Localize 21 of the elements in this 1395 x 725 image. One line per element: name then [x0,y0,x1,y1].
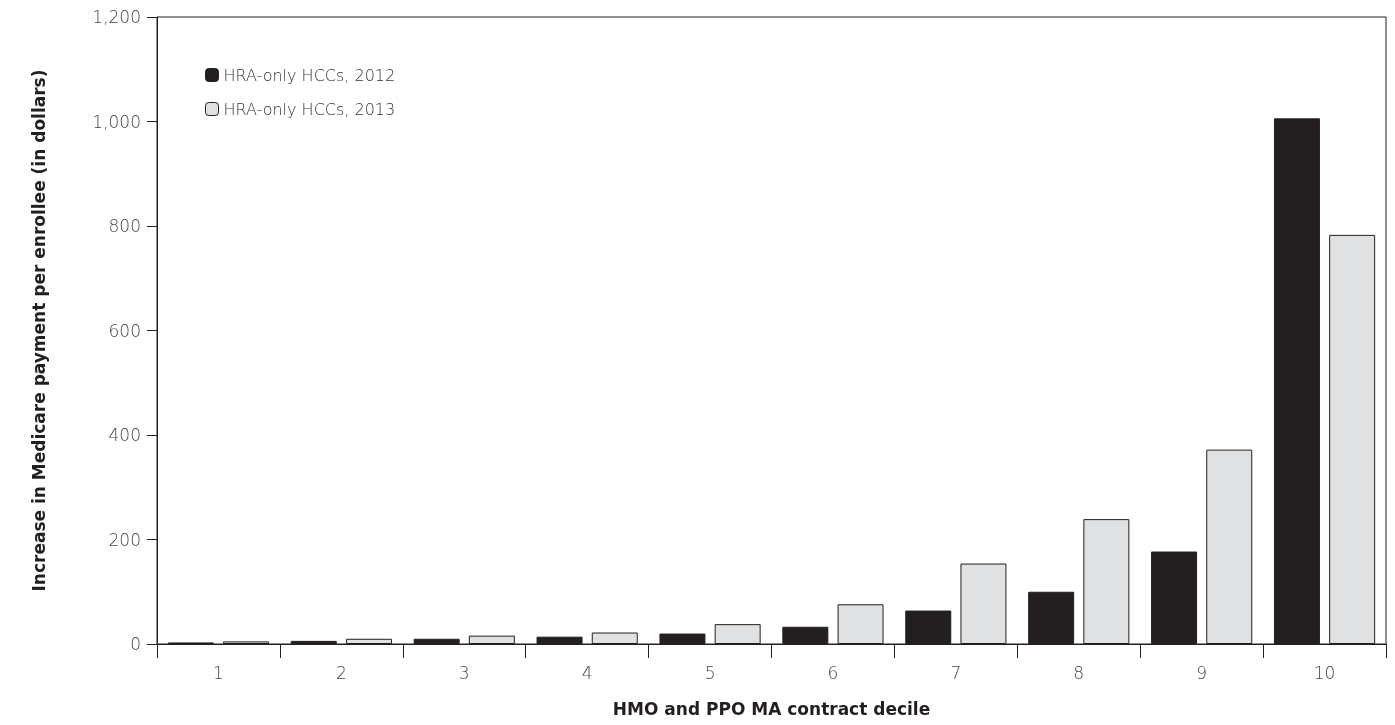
x-tick-label: 6 [827,662,839,683]
y-tick-label: 400 [108,425,141,445]
legend-label: HRA-only HCCs, 2012 [223,65,396,85]
x-tick-label: 8 [1073,662,1085,683]
x-tick-label: 4 [581,662,593,683]
x-tick-label: 5 [704,662,716,683]
y-tick-label: 1,200 [92,7,141,27]
x-tick-label: 10 [1313,662,1336,683]
x-tick-label: 9 [1196,662,1208,683]
x-tick-label: 1 [213,662,224,683]
y-tick-label: 1,000 [92,111,141,132]
y-tick-label: 800 [108,216,141,236]
x-axis-title: HMO and PPO MA contract decile [612,698,931,719]
x-tick-label: 7 [950,662,962,683]
x-tick-label: 3 [458,662,470,683]
y-tick-label: 0 [130,634,141,654]
x-tick-label: 2 [335,662,347,683]
legend-label: HRA-only HCCs, 2013 [223,99,396,119]
y-tick-label: 600 [108,320,141,341]
y-tick-label: 200 [108,529,141,550]
y-axis-title: Increase in Medicare payment per enrollee (in dollars) [28,69,49,592]
